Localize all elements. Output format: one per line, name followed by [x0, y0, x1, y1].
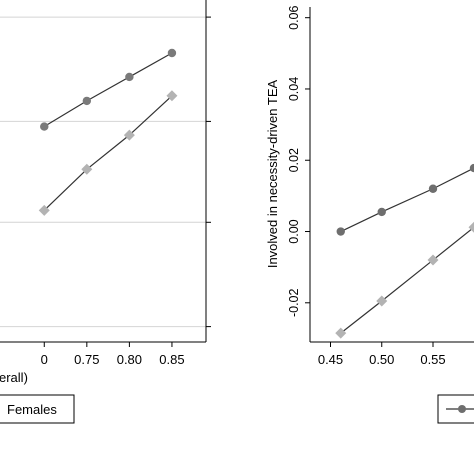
- panel1-y-tick-label-4: 0.06: [287, 5, 301, 29]
- panel1-x-tick-label-0: 0.45: [318, 352, 343, 367]
- panel1-series-0-line: [340, 167, 474, 233]
- right-chart-panel: -0.02 0.00 0.02 0.04 0.06 0.45 0.50 0.55 Invol…: [265, 5, 474, 424]
- panel1-x-tick-label-2: 0.55: [420, 352, 445, 367]
- left-legend: Females: [0, 394, 75, 424]
- panel1-x-tick-label-1: 0.50: [369, 352, 394, 367]
- panel0-x-tick-label-2: 0.80: [117, 352, 142, 367]
- panel1-series-1-point-1: [376, 295, 388, 307]
- panel1-y-tick-label-1: 0.00: [287, 219, 301, 243]
- left-legend-label: Females: [7, 402, 57, 417]
- left-gridlines: [0, 16, 211, 328]
- panel0-series-1-line: [43, 95, 173, 211]
- panel1-y-tick-label-3: 0.04: [287, 77, 301, 101]
- panel1-series-1-point-0: [335, 327, 347, 339]
- left-series-group: [38, 48, 178, 216]
- panel0-series-0-point-0: [40, 122, 49, 131]
- panel1-series-0-point-1: [377, 207, 386, 217]
- left-chart-panel: 0 0.75 0.80 0.85 erall) Females: [0, 0, 211, 424]
- panel0-x-tick-label-1: 0.75: [74, 352, 99, 367]
- panel1-series-0-point-0: [336, 227, 345, 236]
- right-legend: [437, 394, 474, 424]
- right-legend-marker: [458, 405, 466, 413]
- right-y-ticks: -0.02 0.00 0.02 0.04 0.06: [287, 5, 310, 317]
- right-y-axis-label: Involved in necessity-driven TEA: [265, 80, 280, 269]
- panel0-series-1-point-3: [166, 90, 178, 102]
- panel0-series-0-point-3: [167, 48, 177, 58]
- right-x-ticks: 0.45 0.50 0.55: [318, 342, 446, 367]
- panel0-x-tick-label-3: 0.85: [159, 352, 184, 367]
- left-x-ticks: 0 0.75 0.80 0.85: [41, 342, 185, 367]
- left-x-axis-label: erall): [0, 370, 28, 385]
- panel0-series-1-point-2: [123, 129, 135, 141]
- panel0-series-0-point-2: [125, 72, 134, 82]
- left-legend-box: [0, 394, 75, 424]
- panel1-series-1-line: [340, 226, 474, 334]
- panel1-series-0-point-2: [428, 184, 438, 193]
- panel1-series-1-point-3: [468, 221, 474, 233]
- panel1-y-tick-label-2: 0.02: [287, 148, 301, 172]
- panel0-series-1-point-1: [81, 163, 93, 175]
- right-series-group: [335, 163, 474, 339]
- panel0-series-0-line: [43, 52, 173, 128]
- panel1-series-0-point-3: [469, 163, 474, 173]
- panel0-x-tick-label-0: 0: [41, 352, 48, 367]
- panel1-y-tick-label-0: -0.02: [287, 289, 301, 318]
- panel0-series-1-point-0: [38, 204, 50, 216]
- panel0-series-0-point-1: [82, 96, 92, 106]
- panel1-series-1-point-2: [427, 254, 439, 266]
